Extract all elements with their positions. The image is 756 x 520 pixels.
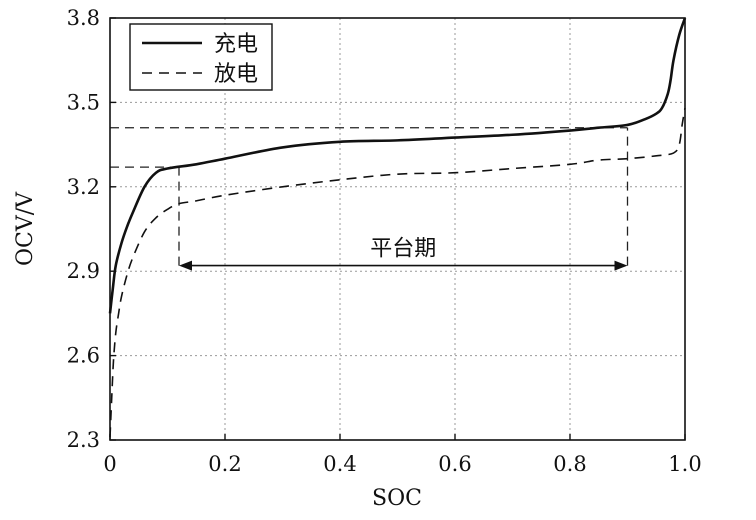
- y-tick-label-5: 3.8: [67, 6, 100, 30]
- x-tick-label-5: 1.0: [668, 452, 701, 476]
- x-tick-label-2: 0.4: [323, 452, 356, 476]
- legend-label-charge: 充电: [214, 32, 258, 57]
- y-tick-label-0: 2.3: [67, 428, 100, 452]
- y-tick-label-2: 2.9: [67, 259, 100, 283]
- plot-frame: [109, 17, 686, 441]
- x-axis-title: SOC: [372, 486, 422, 511]
- y-ticks: 2.3 2.6 2.9 3.2 3.5 3.8: [67, 6, 116, 452]
- legend-box: [129, 23, 273, 91]
- reference-lines: [110, 127, 629, 266]
- x-tick-label-4: 0.8: [553, 452, 586, 476]
- y-tick-label-1: 2.6: [67, 344, 100, 368]
- legend-label-discharge: 放电: [214, 62, 258, 87]
- y-axis-title: OCV/V: [13, 191, 38, 266]
- x-tick-label-3: 0.6: [438, 452, 471, 476]
- y-tick-label-3: 3.2: [67, 175, 100, 199]
- x-ticks: 0 0.2 0.4 0.6 0.8 1.0: [103, 434, 702, 476]
- legend: 充电 放电: [129, 23, 273, 91]
- plateau-label: 平台期: [370, 237, 436, 262]
- y-tick-label-4: 3.5: [67, 90, 100, 114]
- plateau-annotation: 平台期: [179, 237, 628, 271]
- plateau-arrow-left-head: [179, 260, 192, 271]
- plateau-arrow-right-head: [614, 260, 628, 271]
- x-tick-label-0: 0: [103, 452, 116, 476]
- x-tick-label-1: 0.2: [208, 452, 241, 476]
- series-line-charge: [108, 17, 687, 314]
- series-lines: [108, 17, 687, 438]
